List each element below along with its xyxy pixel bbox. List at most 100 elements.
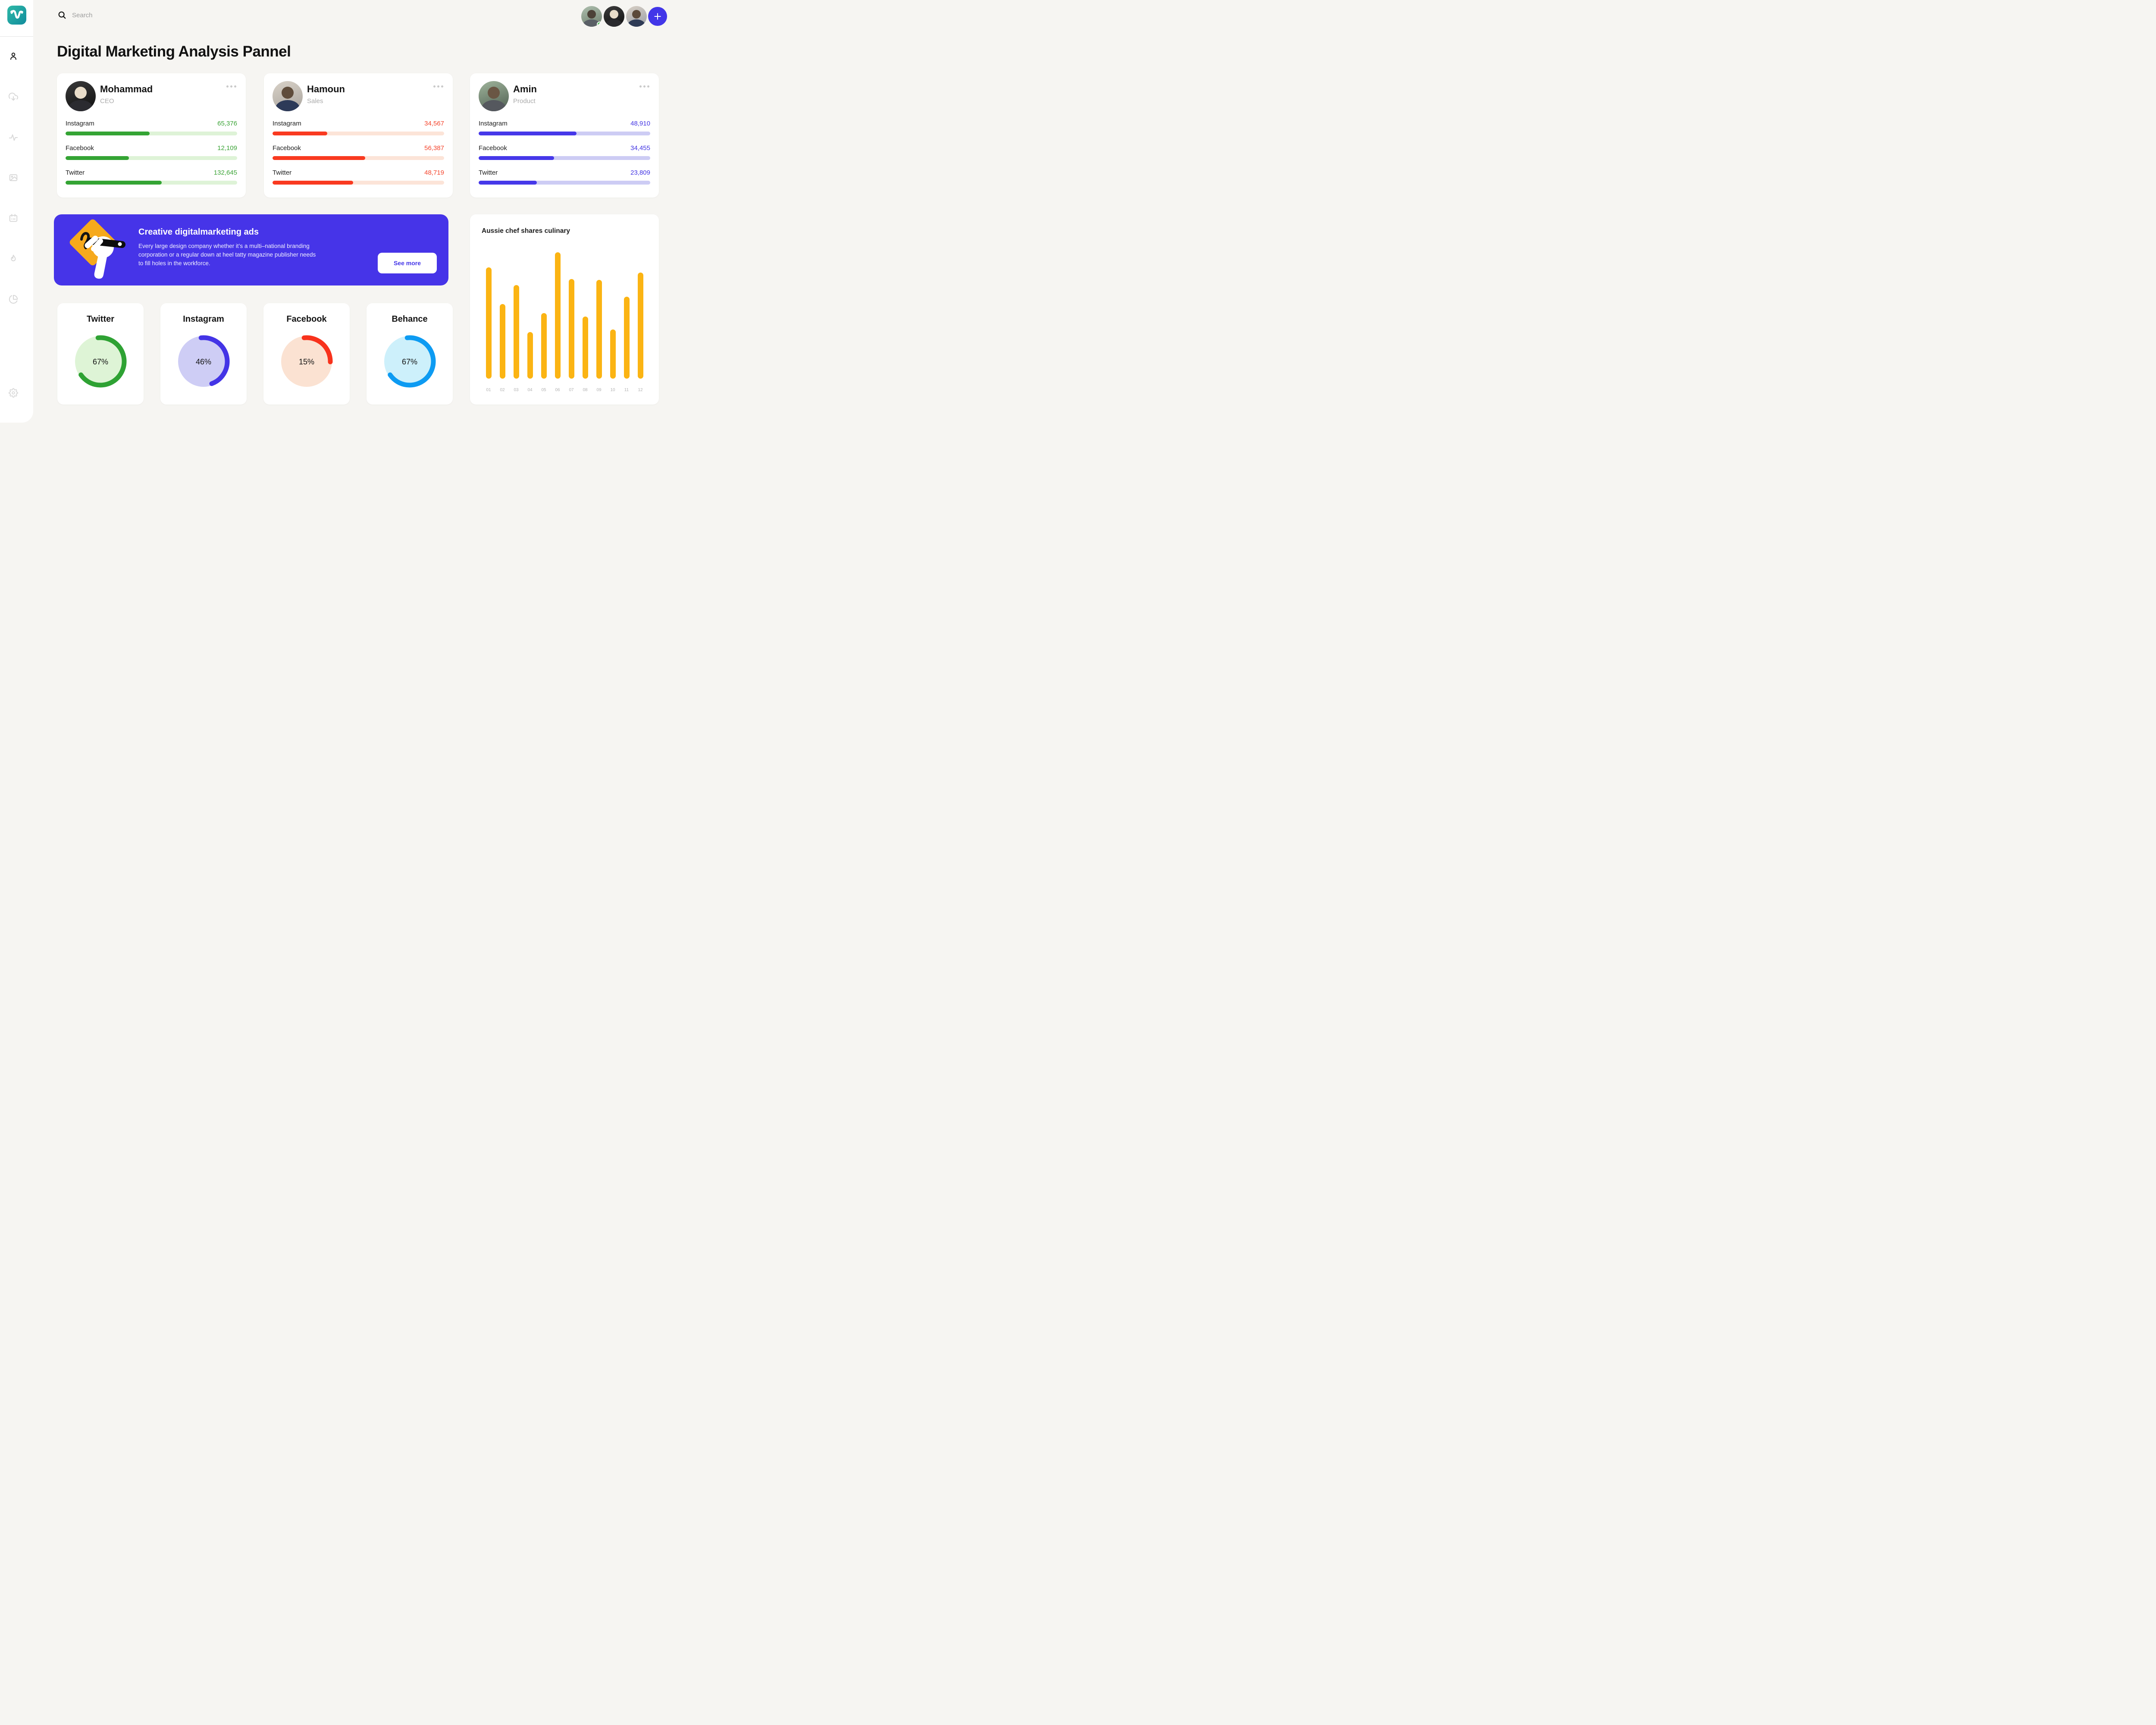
donut-chart: [383, 335, 436, 388]
profile-name: Amin: [513, 84, 537, 94]
avatar-silhouette: [75, 87, 87, 99]
page-title: Digital Marketing Analysis Pannel: [57, 43, 291, 60]
bar-02: [499, 304, 505, 379]
plus-icon: [654, 13, 661, 20]
avatar-silhouette: [628, 19, 645, 27]
x-tick: 12: [638, 388, 643, 392]
donut-title: Behance: [392, 314, 428, 324]
x-tick: 07: [569, 388, 574, 392]
pen-hand-illustration: [69, 219, 125, 279]
avatar: [66, 81, 96, 111]
progress-fill: [479, 181, 537, 185]
sidebar-item-media image-icon[interactable]: [9, 173, 18, 182]
bar-06: [555, 252, 561, 379]
avatar: [479, 81, 509, 111]
sidebar-item-activity activity-icon[interactable]: [9, 133, 18, 142]
card-menu-button more-icon[interactable]: [226, 85, 236, 88]
x-tick: 06: [555, 388, 560, 392]
bar-10: [610, 329, 616, 379]
progress-fill: [479, 156, 555, 160]
avatar: [273, 81, 303, 111]
metric-row: Facebook 12,109: [66, 144, 237, 160]
user-avatar-1[interactable]: [581, 6, 602, 27]
donut-card-behance: Behance 67%: [367, 303, 453, 405]
donut-card-facebook: Facebook 15%: [263, 303, 350, 405]
x-tick: 01: [486, 388, 491, 392]
x-tick: 10: [610, 388, 615, 392]
bar-04: [527, 332, 533, 379]
promo-banner: Creative digitalmarketing ads Every larg…: [54, 214, 448, 285]
x-axis-labels: 01 02 03 04 05 06 07 08 09 10 11 12: [482, 388, 647, 392]
profile-role: CEO: [100, 97, 114, 105]
donut-title: Facebook: [286, 314, 327, 324]
bar-01: [486, 267, 492, 379]
metric-value: 12,109: [217, 144, 237, 152]
profile-card-mohammad: Mohammad CEO Instagram 65,376 Facebook 12,…: [57, 73, 246, 198]
metric-label: Twitter: [273, 169, 292, 176]
metric-value: 23,809: [630, 169, 650, 176]
sidebar-item-calendar calendar-icon[interactable]: [9, 213, 18, 223]
sidebar-item-uploads cloud-download-icon[interactable]: [9, 92, 18, 102]
donut-chart: [177, 335, 230, 388]
metric-value: 48,910: [630, 120, 650, 127]
donut-chart: [74, 335, 127, 388]
bar-08: [582, 317, 588, 379]
avatar-silhouette: [276, 100, 300, 111]
metric-row: Twitter 132,645: [66, 169, 237, 185]
sidebar-item-settings gear-icon[interactable]: [9, 388, 18, 398]
metric-row: Twitter 23,809: [479, 169, 650, 185]
avatar-silhouette: [282, 87, 294, 99]
card-menu-button more-icon[interactable]: [639, 85, 649, 88]
x-tick: 05: [541, 388, 546, 392]
donut-title: Twitter: [86, 314, 115, 324]
card-menu-button more-icon[interactable]: [433, 85, 443, 88]
bar-09: [596, 280, 602, 379]
profile-role: Product: [513, 97, 536, 105]
sidebar: [0, 0, 33, 423]
sidebar-item-trending flame-icon[interactable]: [9, 254, 18, 263]
progress-track: [479, 181, 650, 185]
sidebar-item-reports pie-chart-icon[interactable]: [9, 295, 18, 304]
metric-value: 56,387: [424, 144, 444, 152]
add-button[interactable]: [648, 7, 667, 26]
user-avatar-2[interactable]: [604, 6, 624, 27]
profile-card-amin: Amin Product Instagram 48,910 Facebook 34,…: [470, 73, 659, 198]
metric-row: Instagram 34,567: [273, 120, 444, 135]
avatar-silhouette: [632, 10, 641, 19]
metric-label: Twitter: [479, 169, 498, 176]
progress-track: [273, 132, 444, 135]
metric-label: Facebook: [273, 144, 301, 152]
x-tick: 08: [583, 388, 588, 392]
progress-track: [66, 181, 237, 185]
sidebar-item-profile user-icon[interactable]: [9, 51, 18, 61]
x-tick: 02: [500, 388, 505, 392]
metric-value: 132,645: [213, 169, 237, 176]
progress-track: [479, 156, 650, 160]
metric-row: Twitter 48,719: [273, 169, 444, 185]
donut-percent: 15%: [298, 358, 315, 366]
metric-value: 65,376: [217, 120, 237, 127]
x-tick: 04: [527, 388, 533, 392]
x-tick: 09: [596, 388, 602, 392]
progress-fill: [273, 181, 354, 185]
avatar-silhouette: [482, 100, 506, 111]
avatar-silhouette: [605, 19, 623, 27]
search-bar: [57, 10, 167, 20]
donut-card-twitter: Twitter 67%: [57, 303, 144, 405]
donut-percent: 67%: [92, 358, 109, 366]
metric-row: Facebook 56,387: [273, 144, 444, 160]
bar-chart-card: Aussie chef shares culinary 01 02 03 04 …: [470, 214, 659, 405]
progress-track: [66, 132, 237, 135]
metric-label: Facebook: [479, 144, 507, 152]
bar-03: [513, 285, 519, 379]
search-input[interactable]: [72, 11, 167, 19]
avatar-silhouette: [69, 100, 93, 111]
banner-title: Creative digitalmarketing ads: [138, 227, 259, 237]
avatar-silhouette: [583, 19, 600, 27]
progress-fill: [66, 156, 129, 160]
app-logo[interactable]: [7, 6, 26, 25]
bar-chart: [482, 252, 647, 379]
sidebar-divider: [0, 36, 33, 37]
see-more-button[interactable]: See more: [378, 253, 437, 273]
user-avatar-3[interactable]: [626, 6, 647, 27]
